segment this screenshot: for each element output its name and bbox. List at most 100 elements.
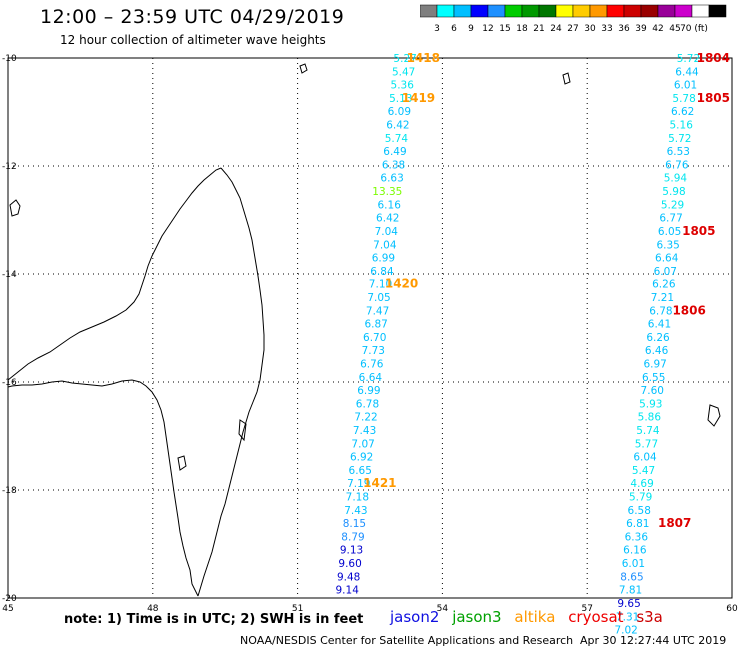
swh-reading: 7.04 <box>375 226 399 238</box>
lat-tick-label: -20 <box>2 594 17 604</box>
scale-label: 36 <box>618 24 630 34</box>
swh-reading: 6.92 <box>350 452 373 464</box>
swh-reading: 8.79 <box>341 531 364 543</box>
swh-reading: 6.84 <box>370 266 394 278</box>
swh-reading: 5.27 <box>393 53 416 65</box>
swh-reading: 6.16 <box>623 544 647 556</box>
swh-reading: 6.87 <box>364 319 387 331</box>
swh-reading: 6.99 <box>372 252 395 264</box>
swh-reading: 4.69 <box>630 478 653 490</box>
swh-reading: 6.07 <box>654 266 677 278</box>
map-frame <box>7 57 733 599</box>
swh-reading: 7.31 <box>616 611 639 623</box>
pass-time-label: 1805 <box>697 91 730 105</box>
island-small-5 <box>177 455 187 471</box>
swh-reading: 9.60 <box>338 558 361 570</box>
swh-reading: 6.16 <box>378 199 402 211</box>
scale-label: 45 <box>669 24 680 34</box>
swh-reading: 6.77 <box>659 212 682 224</box>
swh-reading: 6.01 <box>622 558 645 570</box>
wave-height-color-scale: 3 6 9 12 15 18 21 24 27 30 33 36 39 42 45 70 (ft) <box>420 4 727 34</box>
scale-label: 12 <box>482 24 493 34</box>
swh-reading: 6.42 <box>376 212 399 224</box>
swh-reading: 7.60 <box>641 385 664 397</box>
pass-time-label: 1420 <box>385 277 418 291</box>
swh-reading: 6.49 <box>383 146 406 158</box>
scale-label: 15 <box>499 24 510 34</box>
swh-reading: 6.70 <box>363 332 386 344</box>
swh-reading: 6.97 <box>643 359 666 371</box>
lat-tick-label: -14 <box>2 270 17 280</box>
scale-label: 30 <box>584 24 596 34</box>
map-note: note: 1) Time is in UTC; 2) SWH is in fe… <box>64 612 364 627</box>
lon-tick-label: 60 <box>726 604 738 614</box>
island-small-6 <box>238 419 247 442</box>
swh-reading: 6.53 <box>667 146 690 158</box>
legend-s3a: s3a <box>636 608 663 626</box>
generated-timestamp: Apr 30 12:27:44 UTC 2019 <box>580 634 727 647</box>
swh-reading: 6.65 <box>349 465 372 477</box>
swh-reading: 5.13 <box>389 93 412 105</box>
scale-label: 42 <box>652 24 663 34</box>
pass-time-label: 1418 <box>407 51 440 65</box>
scale-label: 18 <box>516 24 528 34</box>
swh-reading: 7.22 <box>354 412 377 424</box>
swh-reading: 9.14 <box>336 584 360 596</box>
swh-reading: 6.99 <box>357 385 380 397</box>
scale-swatch <box>708 4 727 18</box>
legend-cryosat: cryosat <box>568 608 624 626</box>
swh-reading: 5.98 <box>662 186 685 198</box>
swh-reading: 7.43 <box>353 425 376 437</box>
swh-reading: 5.16 <box>670 119 694 131</box>
swh-reading: 7.04 <box>373 239 397 251</box>
swh-reading: 6.09 <box>388 106 411 118</box>
swh-reading: 6.42 <box>386 119 409 131</box>
swh-reading: 6.55 <box>642 372 665 384</box>
scale-label: 27 <box>567 24 578 34</box>
swh-reading: 5.79 <box>629 491 652 503</box>
swh-reading: 6.36 <box>625 531 649 543</box>
swh-reading: 5.47 <box>392 67 415 79</box>
swh-reading: 5.74 <box>636 425 660 437</box>
swh-reading: 6.26 <box>652 279 676 291</box>
swh-reading: 7.05 <box>367 292 390 304</box>
legend-altika: altika <box>514 608 556 626</box>
swh-reading: 5.86 <box>638 412 662 424</box>
swh-reading: 6.64 <box>655 252 679 264</box>
axis-labels: 45 48 51 54 57 60 -10 -12 -14 -16 -18 -20 <box>2 54 738 614</box>
swh-reading: 7.19 <box>347 478 370 490</box>
scale-label: 3 <box>434 24 440 34</box>
scale-label: 70 (ft) <box>680 24 708 34</box>
swh-reading: 6.05 <box>658 226 681 238</box>
legend-jason3: jason3 <box>452 608 502 626</box>
scale-label: 24 <box>550 24 562 34</box>
lon-tick-label: 54 <box>437 604 449 614</box>
swh-reading: 7.10 <box>369 279 392 291</box>
lat-tick-label: -18 <box>2 486 17 496</box>
swh-reading: 7.21 <box>651 292 674 304</box>
swh-reading: 6.01 <box>674 79 697 91</box>
swh-reading: 6.81 <box>626 518 649 530</box>
swh-reading: 5.29 <box>661 199 684 211</box>
swh-reading: 6.58 <box>628 505 651 517</box>
swh-reading: 6.44 <box>675 67 699 79</box>
scale-label: 39 <box>635 24 647 34</box>
credit-line: NOAA/NESDIS Center for Satellite Applica… <box>240 634 574 647</box>
lon-tick-label: 57 <box>581 604 592 614</box>
swh-reading: 6.64 <box>359 372 383 384</box>
swh-reading: 7.81 <box>619 584 642 596</box>
swh-reading: 7.07 <box>351 439 374 451</box>
swh-reading: 5.77 <box>635 439 658 451</box>
pass-time-label: 1805 <box>682 224 715 238</box>
swh-reading: 9.48 <box>337 571 360 583</box>
scale-label: 21 <box>533 24 544 34</box>
pass-time-label: 1804 <box>697 51 730 65</box>
lon-tick-label: 51 <box>292 604 303 614</box>
swh-reading: 8.15 <box>343 518 366 530</box>
swh-reading: 6.76 <box>665 159 689 171</box>
pass-time-label: 1807 <box>658 516 691 530</box>
scale-label: 6 <box>451 24 457 34</box>
island-small-4 <box>707 404 721 427</box>
pass-time-label: 1421 <box>363 476 396 490</box>
